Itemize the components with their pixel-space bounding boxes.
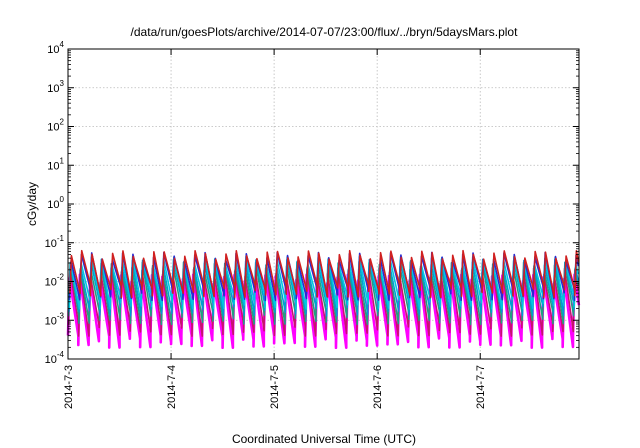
chart-title: /data/run/goesPlots/archive/2014-07-07/2…	[131, 25, 519, 39]
x-tick-labels: 2014-7-3 2014-7-4 2014-7-5 2014-7-6 2014-7-7	[63, 365, 487, 409]
x-tick-label: 2014-7-5	[269, 365, 281, 409]
y-tick-label: 104	[47, 40, 64, 56]
ticks	[67, 48, 579, 360]
y-tick-label: 102	[47, 118, 64, 134]
y-tick-label: 10-4	[45, 350, 65, 366]
x-tick-label: 2014-7-7	[475, 365, 487, 409]
y-tick-labels: 10-4 10-3 10-2 10-1 100 101 102 103 104	[45, 40, 65, 366]
y-tick-label: 10-2	[45, 273, 65, 289]
x-tick-label: 2014-7-6	[372, 365, 384, 409]
y-tick-label: 10-1	[45, 234, 65, 250]
series-group	[66, 249, 581, 350]
y-tick-label: 100	[47, 195, 64, 211]
y-tick-label: 101	[47, 156, 64, 172]
y-axis-title: cGy/day	[25, 182, 39, 226]
x-axis-title: Coordinated Universal Time (UTC)	[232, 432, 416, 446]
x-tick-label: 2014-7-3	[63, 365, 75, 409]
x-tick-label: 2014-7-4	[166, 365, 178, 409]
series-line-7	[69, 249, 580, 299]
y-tick-label: 103	[47, 79, 64, 95]
y-tick-label: 10-3	[45, 311, 65, 327]
